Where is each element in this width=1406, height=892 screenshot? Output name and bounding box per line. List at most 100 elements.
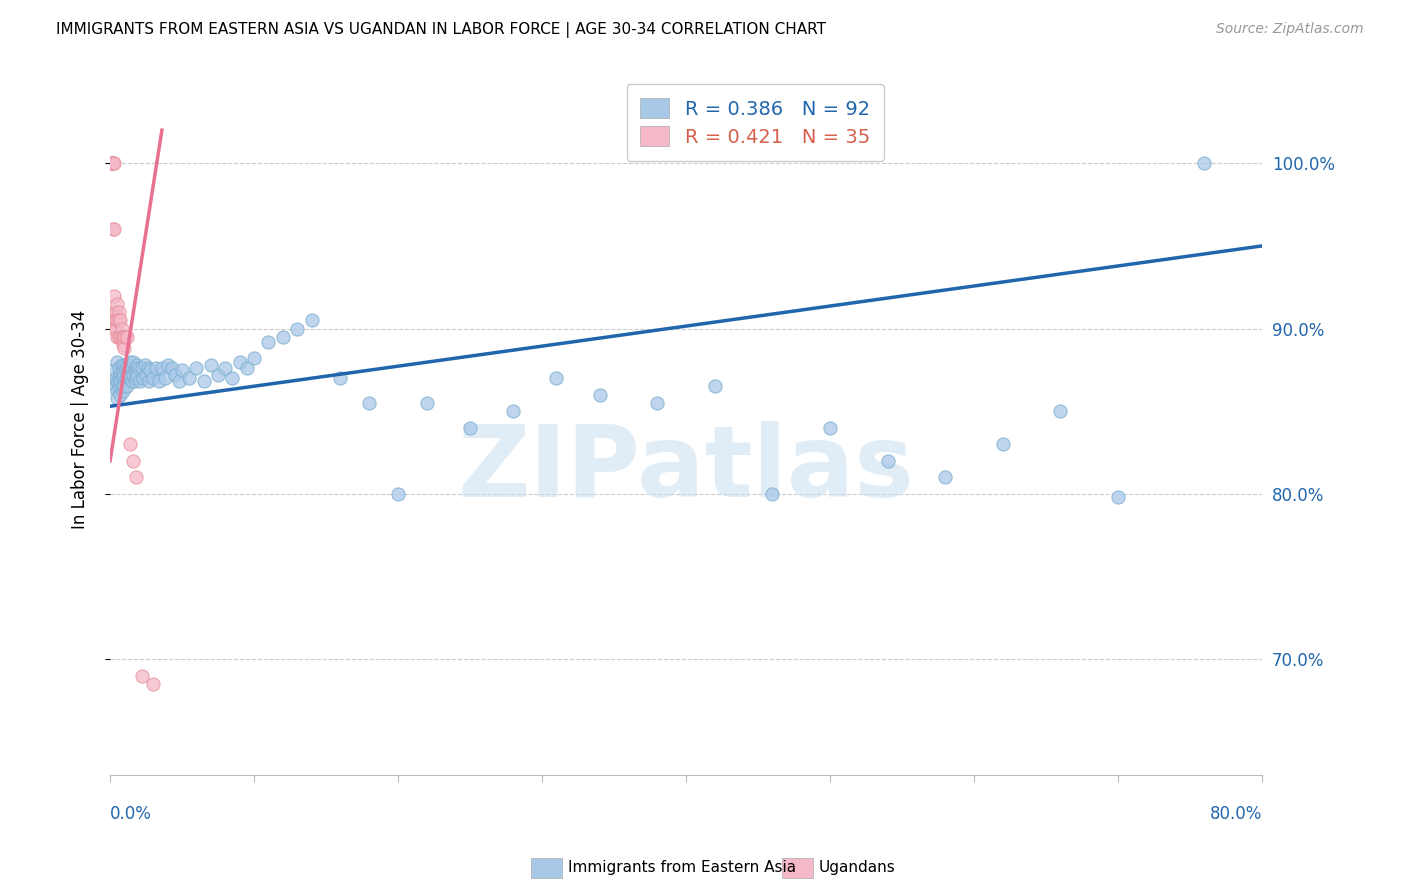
- Point: [108, 330, 131, 344]
- Point: [271, 330, 294, 344]
- Point: [107, 330, 129, 344]
- Point: [103, 222, 125, 236]
- Point: [120, 368, 142, 382]
- Point: [167, 375, 190, 389]
- Point: [104, 313, 127, 327]
- Point: [228, 354, 250, 368]
- Point: [125, 470, 148, 484]
- Point: [645, 396, 668, 410]
- Point: [132, 371, 155, 385]
- Point: [285, 321, 308, 335]
- Point: [104, 379, 127, 393]
- Point: [112, 371, 135, 385]
- Point: [135, 368, 157, 382]
- Point: [160, 361, 183, 376]
- Point: [1049, 404, 1071, 418]
- Point: [114, 330, 136, 344]
- Point: [107, 361, 129, 376]
- Point: [186, 361, 208, 376]
- Point: [703, 379, 725, 393]
- Point: [105, 354, 128, 368]
- Point: [103, 156, 125, 170]
- Point: [100, 156, 122, 170]
- Point: [103, 305, 125, 319]
- Point: [127, 358, 149, 372]
- Point: [107, 379, 129, 393]
- Point: [120, 437, 142, 451]
- Point: [103, 288, 125, 302]
- Point: [104, 321, 127, 335]
- Point: [200, 358, 222, 372]
- Point: [112, 338, 135, 352]
- Point: [257, 334, 280, 349]
- Point: [170, 363, 193, 377]
- Point: [145, 361, 167, 376]
- Text: 0.0%: 0.0%: [110, 805, 152, 823]
- Point: [207, 368, 229, 382]
- Point: [150, 361, 173, 376]
- Point: [105, 384, 128, 399]
- Point: [142, 677, 165, 691]
- Point: [101, 222, 124, 236]
- Point: [114, 358, 136, 372]
- Point: [1107, 490, 1129, 504]
- Point: [105, 330, 128, 344]
- Point: [1194, 156, 1216, 170]
- Point: [329, 371, 352, 385]
- Point: [104, 371, 127, 385]
- Point: [100, 156, 122, 170]
- Point: [107, 305, 129, 319]
- Point: [458, 421, 481, 435]
- Point: [934, 470, 956, 484]
- Point: [115, 371, 138, 385]
- Point: [118, 371, 141, 385]
- Point: [163, 368, 186, 382]
- Point: [101, 156, 124, 170]
- Point: [991, 437, 1014, 451]
- Point: [117, 358, 139, 372]
- Point: [117, 368, 139, 382]
- Point: [104, 305, 127, 319]
- Point: [108, 375, 131, 389]
- Point: [818, 421, 841, 435]
- Point: [416, 396, 439, 410]
- Point: [110, 330, 132, 344]
- Point: [221, 371, 243, 385]
- Point: [142, 371, 165, 385]
- Text: 80.0%: 80.0%: [1209, 805, 1263, 823]
- Point: [136, 361, 159, 376]
- Point: [120, 354, 142, 368]
- Point: [107, 313, 129, 327]
- Point: [121, 375, 143, 389]
- Point: [122, 354, 145, 368]
- Point: [101, 156, 124, 170]
- Point: [301, 313, 323, 327]
- Point: [131, 669, 153, 683]
- Point: [761, 487, 783, 501]
- Point: [122, 454, 145, 468]
- Point: [153, 371, 176, 385]
- Y-axis label: In Labor Force | Age 30-34: In Labor Force | Age 30-34: [72, 310, 89, 529]
- Point: [100, 156, 122, 170]
- Point: [127, 368, 149, 382]
- Point: [588, 387, 610, 401]
- Point: [124, 375, 146, 389]
- Point: [108, 368, 131, 382]
- Point: [125, 371, 148, 385]
- Point: [387, 487, 409, 501]
- Point: [214, 361, 236, 376]
- Point: [179, 371, 201, 385]
- Point: [118, 361, 141, 376]
- Point: [112, 330, 135, 344]
- Point: [148, 375, 170, 389]
- Point: [110, 379, 132, 393]
- Point: [131, 361, 153, 376]
- Point: [876, 454, 898, 468]
- Text: IMMIGRANTS FROM EASTERN ASIA VS UGANDAN IN LABOR FORCE | AGE 30-34 CORRELATION C: IMMIGRANTS FROM EASTERN ASIA VS UGANDAN …: [56, 22, 827, 38]
- Point: [112, 363, 135, 377]
- Point: [129, 375, 152, 389]
- Point: [117, 379, 139, 393]
- Point: [110, 358, 132, 372]
- Point: [105, 297, 128, 311]
- Point: [124, 363, 146, 377]
